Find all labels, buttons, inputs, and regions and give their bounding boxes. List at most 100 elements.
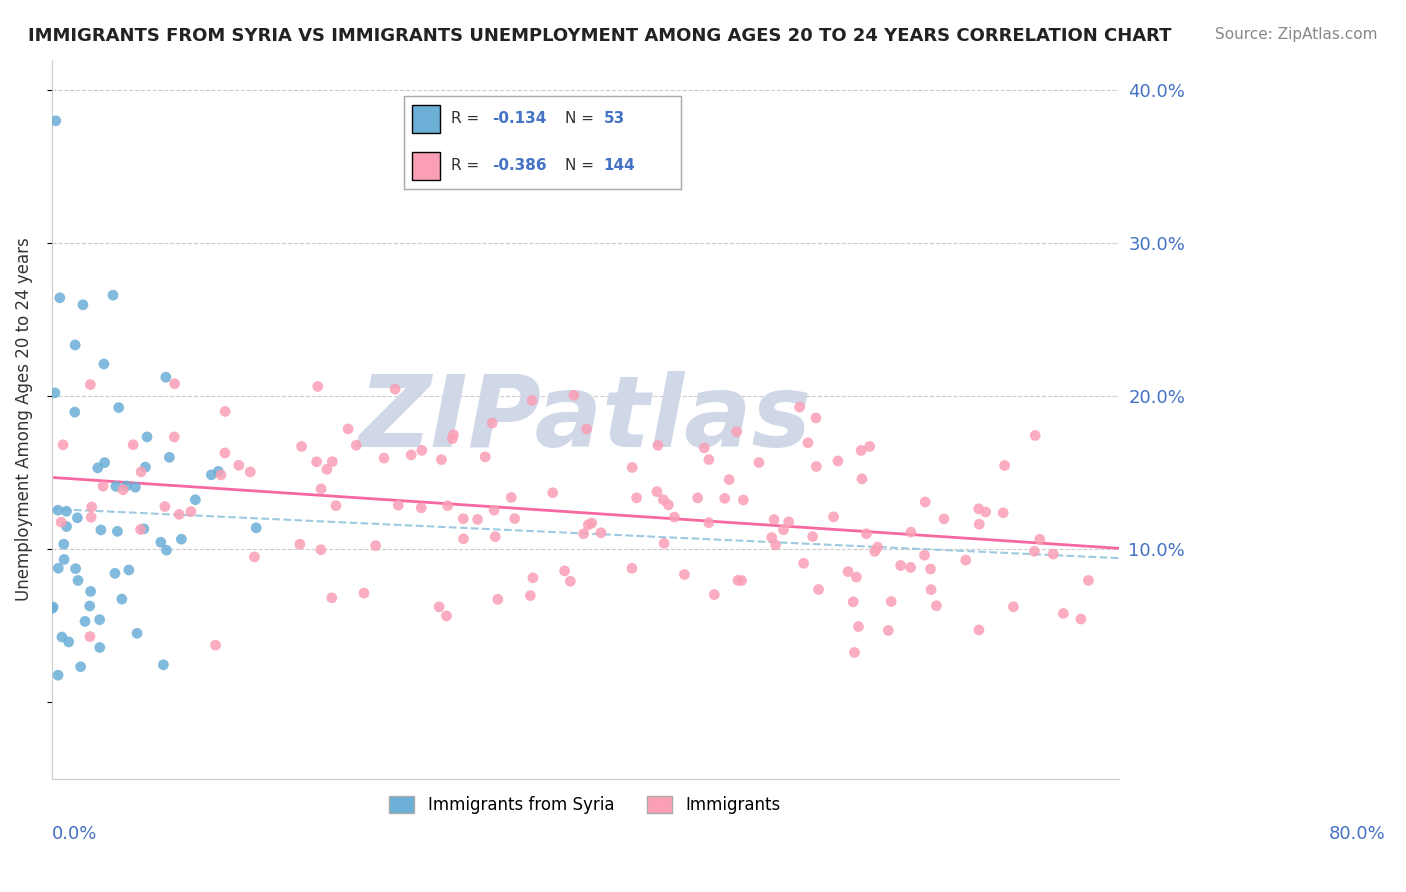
Immigrants from Syria xyxy=(44,385,66,400)
Immigrants xyxy=(443,427,465,442)
Immigrants from Syria xyxy=(89,640,111,655)
Immigrants from Syria xyxy=(55,504,77,518)
Immigrants xyxy=(321,591,343,605)
Immigrants xyxy=(163,430,186,444)
Immigrants xyxy=(474,450,496,464)
Immigrants xyxy=(309,482,332,496)
Immigrants xyxy=(863,544,886,558)
Text: IMMIGRANTS FROM SYRIA VS IMMIGRANTS UNEMPLOYMENT AMONG AGES 20 TO 24 YEARS CORRE: IMMIGRANTS FROM SYRIA VS IMMIGRANTS UNEM… xyxy=(28,27,1171,45)
Text: 80.0%: 80.0% xyxy=(1329,825,1385,844)
Immigrants xyxy=(560,574,582,589)
Immigrants from Syria xyxy=(52,537,75,551)
Immigrants from Syria xyxy=(107,401,129,415)
Immigrants xyxy=(851,472,873,486)
Immigrants from Syria xyxy=(53,552,76,566)
Immigrants xyxy=(806,459,828,474)
Immigrants xyxy=(589,525,612,540)
Immigrants xyxy=(801,530,824,544)
Immigrants from Syria xyxy=(69,659,91,673)
Immigrants xyxy=(91,479,114,493)
Immigrants xyxy=(353,586,375,600)
Immigrants xyxy=(129,465,152,479)
Immigrants xyxy=(925,599,948,613)
Text: Source: ZipAtlas.com: Source: ZipAtlas.com xyxy=(1215,27,1378,42)
Immigrants xyxy=(541,485,564,500)
Immigrants xyxy=(778,515,800,529)
Immigrants xyxy=(789,400,811,414)
Immigrants xyxy=(453,532,475,546)
Immigrants xyxy=(167,508,190,522)
Immigrants xyxy=(399,448,422,462)
Immigrants xyxy=(730,574,752,588)
Immigrants from Syria xyxy=(63,405,86,419)
Immigrants xyxy=(920,582,942,597)
Immigrants xyxy=(387,498,409,512)
Immigrants xyxy=(576,517,599,532)
Immigrants xyxy=(664,510,686,524)
Immigrants xyxy=(1070,612,1092,626)
Immigrants xyxy=(482,503,505,517)
Immigrants xyxy=(772,523,794,537)
Immigrants xyxy=(718,473,741,487)
Immigrants from Syria xyxy=(58,635,80,649)
Immigrants xyxy=(848,619,870,633)
Immigrants xyxy=(364,539,387,553)
Immigrants xyxy=(849,443,872,458)
Immigrants xyxy=(411,443,433,458)
Immigrants xyxy=(845,570,868,584)
Immigrants xyxy=(288,537,311,551)
Immigrants xyxy=(914,495,936,509)
Immigrants from Syria xyxy=(45,113,67,128)
Immigrants xyxy=(713,491,735,506)
Immigrants xyxy=(859,440,882,454)
Immigrants xyxy=(325,499,347,513)
Immigrants xyxy=(697,452,720,467)
Immigrants xyxy=(804,410,827,425)
Immigrants xyxy=(239,465,262,479)
Immigrants xyxy=(307,379,329,393)
Immigrants xyxy=(344,438,367,452)
Immigrants xyxy=(337,422,360,436)
Immigrants from Syria xyxy=(46,668,69,682)
Immigrants xyxy=(1002,599,1025,614)
Immigrants from Syria xyxy=(93,357,115,371)
Immigrants xyxy=(180,505,202,519)
Immigrants xyxy=(807,582,830,597)
Immigrants xyxy=(727,574,749,588)
Immigrants from Syria xyxy=(79,599,101,613)
Immigrants xyxy=(441,432,464,446)
Immigrants from Syria xyxy=(51,630,73,644)
Immigrants xyxy=(153,500,176,514)
Immigrants xyxy=(974,505,997,519)
Immigrants from Syria xyxy=(63,338,86,352)
Immigrants xyxy=(49,515,72,529)
Immigrants xyxy=(1052,607,1074,621)
Immigrants from Syria xyxy=(42,600,65,615)
Y-axis label: Unemployment Among Ages 20 to 24 years: Unemployment Among Ages 20 to 24 years xyxy=(15,237,32,601)
Immigrants xyxy=(748,456,770,470)
Immigrants xyxy=(52,438,75,452)
Immigrants xyxy=(484,530,506,544)
Immigrants xyxy=(209,467,232,482)
Immigrants xyxy=(522,571,544,585)
Immigrants xyxy=(111,483,134,497)
Immigrants from Syria xyxy=(200,467,222,482)
Immigrants from Syria xyxy=(90,523,112,537)
Immigrants xyxy=(1029,533,1052,547)
Immigrants xyxy=(79,630,101,644)
Immigrants xyxy=(900,560,922,574)
Immigrants from Syria xyxy=(157,450,180,465)
Immigrants xyxy=(291,439,314,453)
Immigrants xyxy=(427,599,450,614)
Immigrants xyxy=(793,556,815,570)
Immigrants xyxy=(673,567,696,582)
Immigrants xyxy=(581,516,603,530)
Immigrants xyxy=(204,638,226,652)
Immigrants xyxy=(866,540,889,554)
Immigrants xyxy=(214,446,236,460)
Immigrants xyxy=(693,441,716,455)
Text: 0.0%: 0.0% xyxy=(52,825,97,844)
Immigrants xyxy=(129,523,152,537)
Immigrants xyxy=(697,516,720,530)
Immigrants xyxy=(621,460,644,475)
